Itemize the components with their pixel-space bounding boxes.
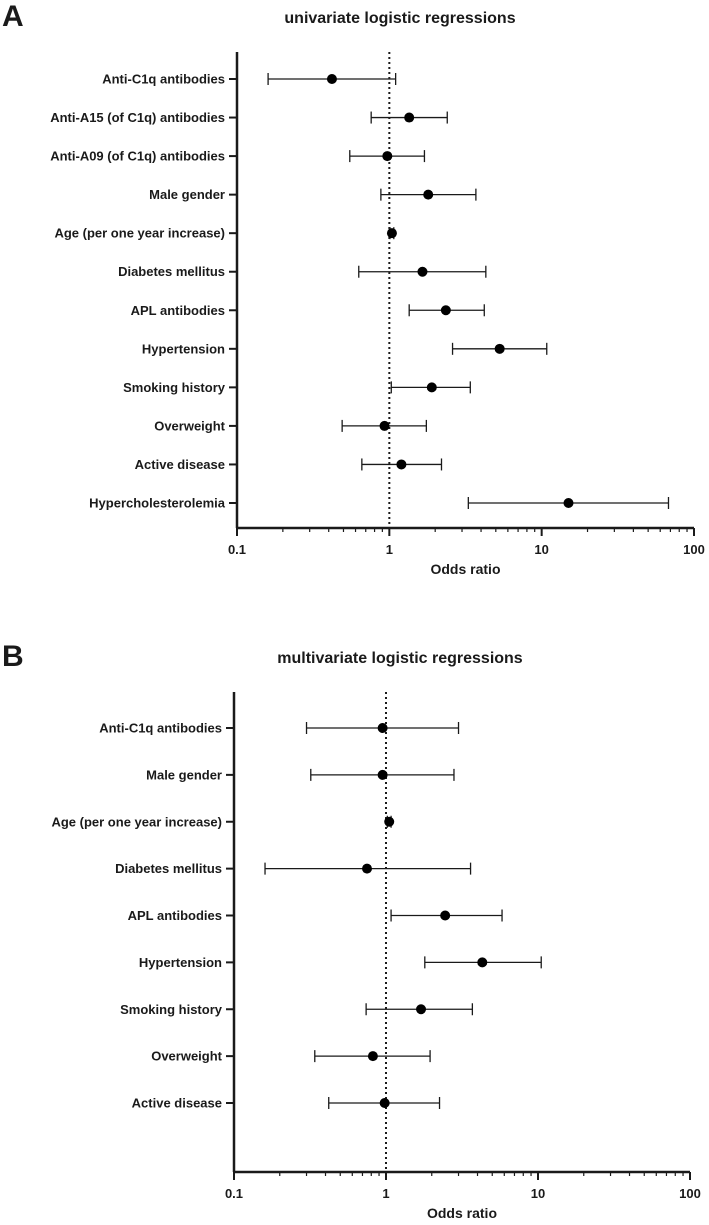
odds-ratio-point <box>362 863 373 874</box>
odds-ratio-point <box>396 459 407 470</box>
x-tick-label: 0.1 <box>225 1186 243 1201</box>
row-label: Hypercholesterolemia <box>89 496 226 511</box>
panel-b: B multivariate logistic regressions 0.1 1… <box>0 640 709 1225</box>
odds-ratio-point <box>423 189 434 200</box>
row-label: APL antibodies <box>131 303 225 318</box>
odds-ratio-point <box>377 723 388 733</box>
row-label: Smoking history <box>120 1002 223 1017</box>
row-label: Age (per one year increase) <box>54 226 225 241</box>
panel-a: A univariate logistic regressions 0.1 1 10… <box>0 0 709 600</box>
odds-ratio-point <box>494 343 505 354</box>
row-label: Anti-A15 (of C1q) antibodies <box>50 110 225 125</box>
row-label: Hypertension <box>139 955 222 970</box>
odds-ratio-point <box>379 1098 390 1108</box>
forest-plot-a: 0.1 1 10 100 Odds ratio Anti-C1q antibodies An… <box>50 52 705 577</box>
panel-b-title: multivariate logistic regressions <box>277 650 523 667</box>
row-label: Male gender <box>149 187 225 202</box>
panel-a-title: univariate logistic regressions <box>284 10 516 27</box>
odds-ratio-point <box>440 910 451 921</box>
x-tick-label: 0.1 <box>228 542 246 557</box>
row-label: Smoking history <box>123 380 226 395</box>
odds-ratio-point <box>326 74 337 84</box>
odds-ratio-point <box>404 112 415 123</box>
row-label: Active disease <box>135 457 225 472</box>
odds-ratio-point <box>563 498 574 508</box>
row-label: Diabetes mellitus <box>118 264 225 279</box>
row-label: Overweight <box>154 418 225 433</box>
row-label: Anti-C1q antibodies <box>99 721 222 736</box>
x-axis-title: Odds ratio <box>430 561 500 577</box>
row-label: Diabetes mellitus <box>115 861 222 876</box>
odds-ratio-point <box>417 266 428 277</box>
row-label: Male gender <box>146 767 222 782</box>
odds-ratio-point <box>377 769 388 780</box>
x-tick-label: 1 <box>386 542 393 557</box>
odds-ratio-point <box>382 151 393 162</box>
odds-ratio-point <box>440 305 451 316</box>
x-axis-title: Odds ratio <box>427 1205 497 1221</box>
x-tick-label: 10 <box>531 1186 545 1201</box>
row-label: Active disease <box>132 1096 222 1111</box>
x-tick-label: 100 <box>679 1186 701 1201</box>
row-label: APL antibodies <box>128 908 222 923</box>
row-label: Anti-C1q antibodies <box>102 72 225 87</box>
forest-plot-b: 0.1 1 10 100 Odds ratio Anti-C1q antibodies Ma… <box>51 692 701 1221</box>
odds-ratio-point <box>367 1051 378 1062</box>
row-label: Age (per one year increase) <box>51 814 222 829</box>
x-tick-label: 10 <box>534 542 548 557</box>
x-tick-label: 100 <box>683 542 705 557</box>
x-tick-label: 1 <box>382 1186 389 1201</box>
row-label: Overweight <box>151 1049 222 1064</box>
panel-a-letter: A <box>2 0 24 33</box>
odds-ratio-point <box>426 382 437 393</box>
odds-ratio-point <box>384 816 395 827</box>
panel-b-letter: B <box>2 640 24 673</box>
odds-ratio-point <box>379 420 390 431</box>
odds-ratio-point <box>386 228 397 239</box>
row-label: Hypertension <box>142 341 225 356</box>
odds-ratio-point <box>416 1004 427 1015</box>
row-label: Anti-A09 (of C1q) antibodies <box>50 149 225 164</box>
odds-ratio-point <box>477 957 488 968</box>
